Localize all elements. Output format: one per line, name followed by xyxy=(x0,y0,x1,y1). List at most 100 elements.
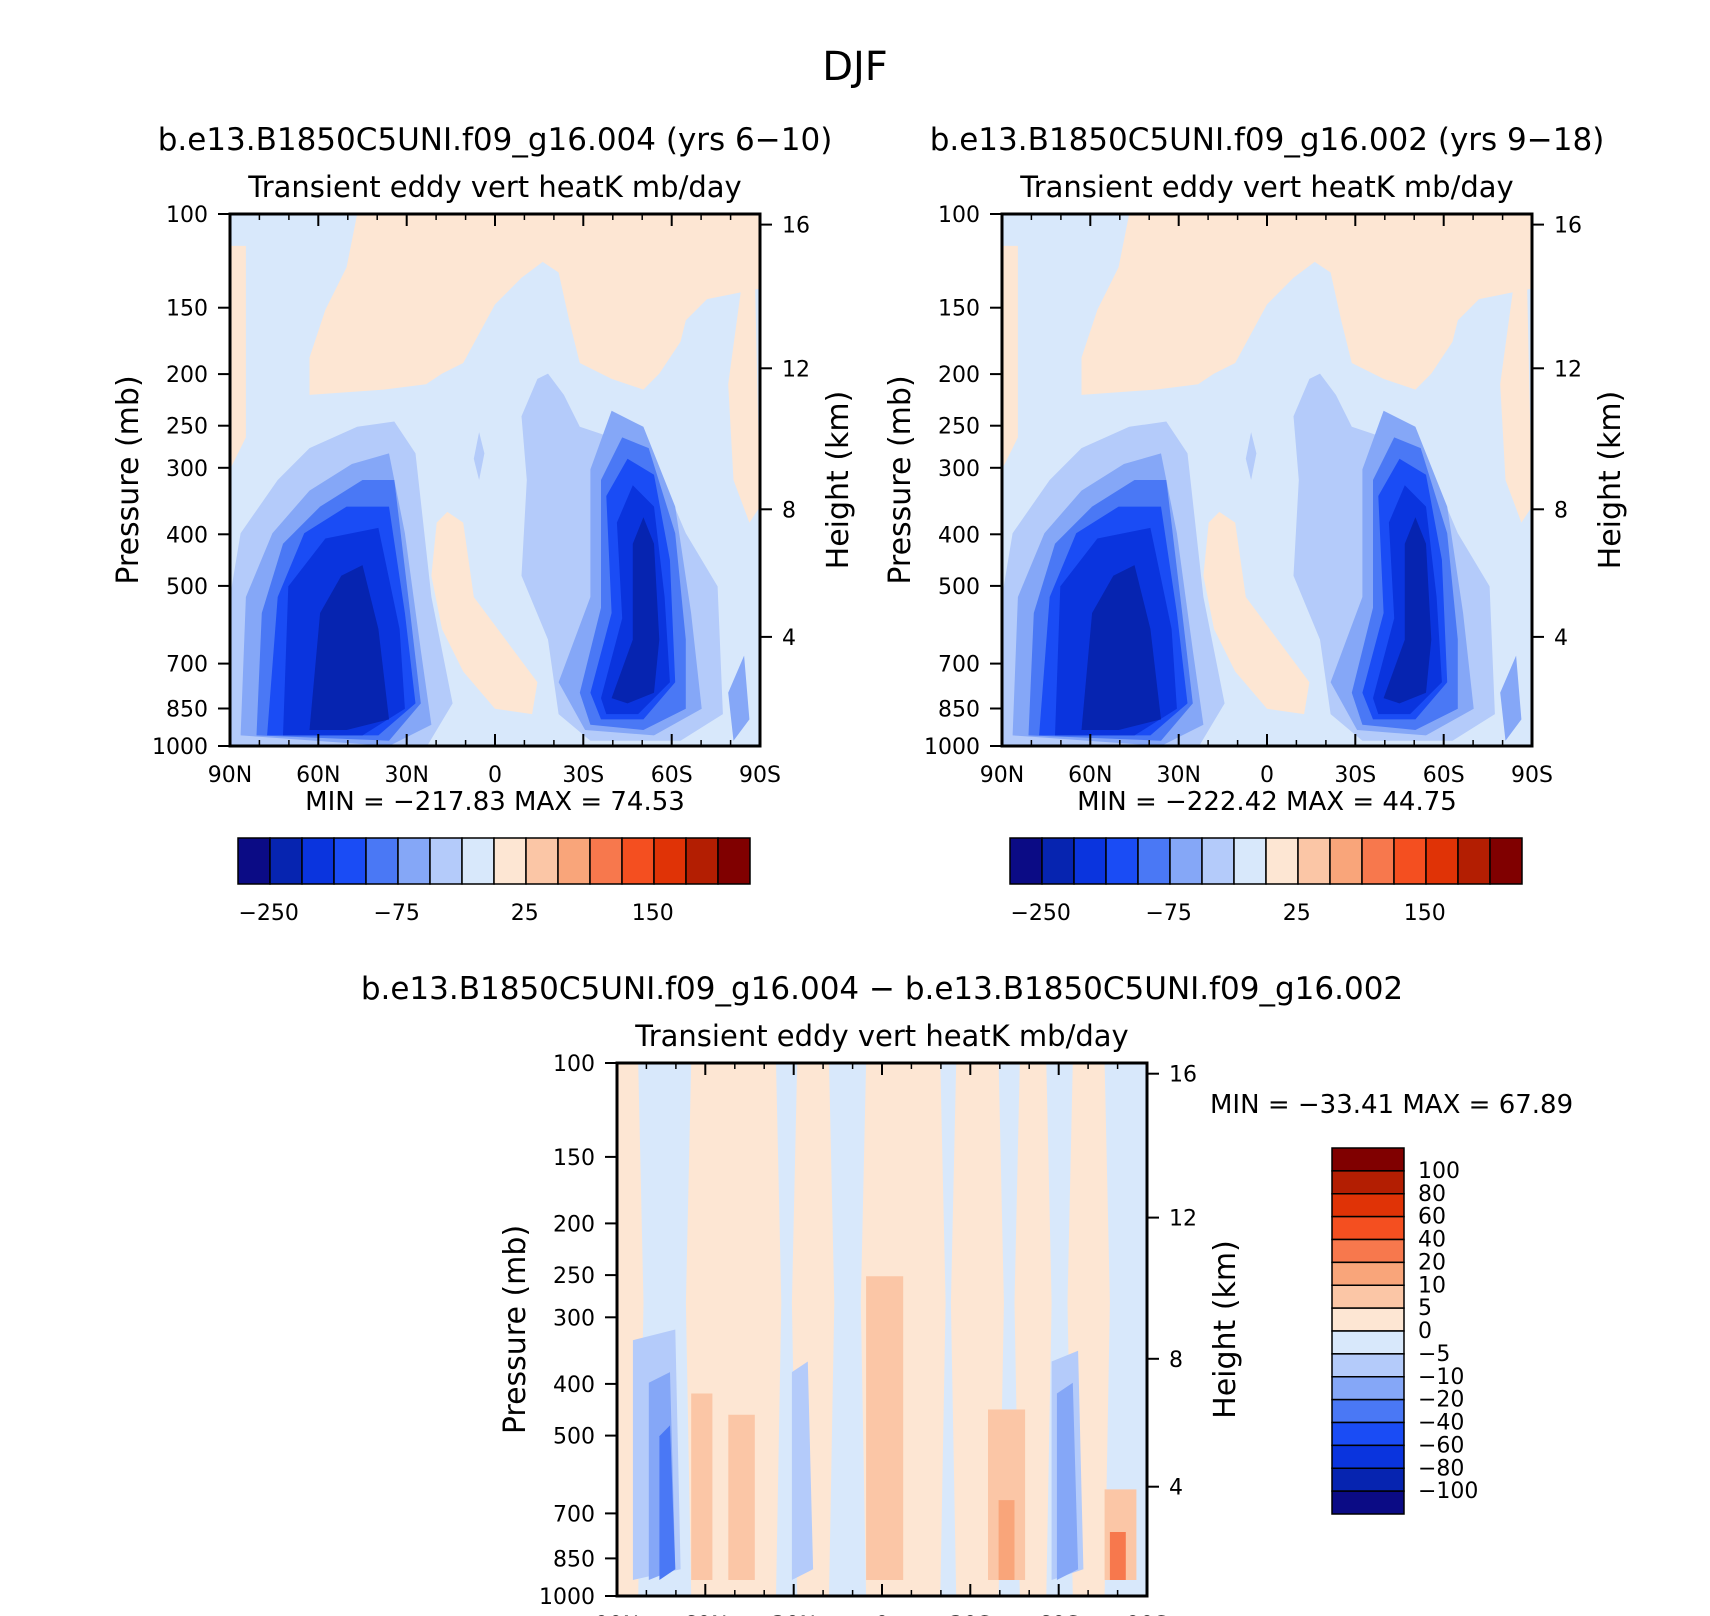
y-tick-label: 850 xyxy=(553,1547,595,1572)
height-tick-label: 8 xyxy=(1169,1348,1183,1373)
x-tick-label: 60S xyxy=(1423,763,1465,788)
colorbar-swatch xyxy=(1331,1284,1405,1309)
colorbar-swatch xyxy=(1329,837,1363,885)
y-axis-title: Pressure (mb) xyxy=(883,375,918,584)
contour-right-edge-positive xyxy=(728,267,760,523)
colorbar-label: −250 xyxy=(239,901,299,926)
y-axis-title-right: Height (km) xyxy=(1208,1240,1243,1419)
contour-upper-positive xyxy=(1081,214,1532,395)
colorbar-label: 100 xyxy=(1418,1159,1460,1184)
x-tick-label: 60N xyxy=(1068,763,1112,788)
colorbar-swatch xyxy=(1425,837,1459,885)
colorbar-label: −10 xyxy=(1418,1365,1464,1390)
colorbar-swatch xyxy=(429,837,463,885)
y-tick-label: 850 xyxy=(166,698,208,723)
colorbar-label: −250 xyxy=(1011,901,1071,926)
y-tick-label: 250 xyxy=(938,415,980,440)
colorbar-swatch xyxy=(237,837,271,885)
y-tick-label: 150 xyxy=(553,1146,595,1171)
panel-variable-title: Transient eddy vert heatK mb/day xyxy=(247,170,741,204)
contour-field xyxy=(230,214,760,746)
colorbar-label: −60 xyxy=(1418,1433,1464,1458)
colorbar-swatch xyxy=(1457,837,1491,885)
colorbar-swatch xyxy=(1331,1193,1405,1218)
x-tick-label: 30S xyxy=(949,1613,991,1616)
colorbar-label: 5 xyxy=(1418,1296,1432,1321)
height-tick-label: 8 xyxy=(1554,498,1568,523)
y-tick-label: 150 xyxy=(166,297,208,322)
contour-diff-negative-6 xyxy=(791,1361,814,1580)
panel-case-title: b.e13.B1850C5UNI.f09_g16.004 (yrs 6−10) xyxy=(158,122,833,158)
contour-upper-positive xyxy=(309,214,760,395)
panel-case-title: b.e13.B1850C5UNI.f09_g16.002 (yrs 9−18) xyxy=(930,122,1605,158)
x-tick-label: 0 xyxy=(488,763,502,788)
min-max-label: MIN = −33.41 MAX = 67.89 xyxy=(1210,1090,1573,1120)
x-tick-label: 30S xyxy=(1334,763,1376,788)
panel-p2: b.e13.B1850C5UNI.f09_g16.002 (yrs 9−18) T… xyxy=(883,122,1628,926)
height-tick-label: 8 xyxy=(782,498,796,523)
height-tick-label: 12 xyxy=(1169,1207,1197,1232)
colorbar-swatch xyxy=(397,837,431,885)
colorbar-swatch xyxy=(525,837,559,885)
min-max-label: MIN = −222.42 MAX = 44.75 xyxy=(1077,787,1457,817)
height-tick-label: 16 xyxy=(782,214,810,239)
colorbar-swatch xyxy=(1009,837,1043,885)
panel-case-title: b.e13.B1850C5UNI.f09_g16.004 − b.e13.B18… xyxy=(361,971,1403,1007)
colorbar-label: 25 xyxy=(1283,901,1311,926)
colorbar-label: 80 xyxy=(1418,1182,1446,1207)
colorbar-label: −5 xyxy=(1418,1342,1450,1367)
colorbar-swatch xyxy=(1331,1421,1405,1447)
colorbar-swatch xyxy=(1361,837,1395,885)
colorbar-swatch xyxy=(1233,837,1267,885)
contour-field xyxy=(1002,214,1532,746)
colorbar-label: −40 xyxy=(1418,1411,1464,1436)
x-tick-label: 60S xyxy=(1038,1613,1080,1616)
colorbar-label: −75 xyxy=(374,901,420,926)
y-tick-label: 1000 xyxy=(539,1585,595,1610)
height-tick-label: 4 xyxy=(782,626,796,651)
colorbar-swatch xyxy=(1331,1353,1405,1378)
colorbar-swatch xyxy=(1331,1147,1405,1172)
contour-nh-eddy-6 xyxy=(1081,565,1161,730)
colorbar-swatch xyxy=(1297,837,1331,885)
colorbar-swatch xyxy=(621,837,655,885)
height-tick-label: 12 xyxy=(782,357,810,382)
height-tick-label: 16 xyxy=(1554,214,1582,239)
colorbar-swatch xyxy=(365,837,399,885)
y-tick-label: 400 xyxy=(553,1373,595,1398)
colorbar-label: 20 xyxy=(1418,1250,1446,1275)
contour-small-negative xyxy=(1245,432,1257,480)
y-tick-label: 150 xyxy=(938,297,980,322)
colorbar-swatch xyxy=(1489,837,1523,885)
y-tick-label: 200 xyxy=(166,363,208,388)
colorbar-swatch xyxy=(333,837,367,885)
contour-right-edge-positive xyxy=(1500,267,1532,523)
contour-diff-positive-4 xyxy=(998,1500,1015,1580)
contour-field xyxy=(617,1063,1147,1596)
colorbar-swatch xyxy=(1137,837,1171,885)
y-tick-label: 300 xyxy=(553,1306,595,1331)
colorbar-swatch xyxy=(1105,837,1139,885)
colorbar-label: 25 xyxy=(511,901,539,926)
contour-tropical-positive xyxy=(1203,511,1310,715)
x-tick-label: 60S xyxy=(651,763,693,788)
contour-polar-positive xyxy=(1002,245,1018,470)
colorbar-label: 0 xyxy=(1418,1319,1432,1344)
colorbar-swatch xyxy=(685,837,719,885)
colorbar-swatch xyxy=(717,837,751,885)
colorbar-label: 60 xyxy=(1418,1205,1446,1230)
y-tick-label: 100 xyxy=(166,203,208,228)
y-axis-title: Pressure (mb) xyxy=(111,375,146,584)
contour-edge-negative xyxy=(1500,655,1522,741)
colorbar-swatch xyxy=(1265,837,1299,885)
y-tick-label: 200 xyxy=(553,1212,595,1237)
figure-title: DJF xyxy=(822,44,888,90)
contour-diff-positive-2 xyxy=(728,1414,755,1580)
contour-diff-positive-1 xyxy=(691,1393,713,1580)
colorbar-label: 150 xyxy=(1404,901,1446,926)
colorbar-label: −80 xyxy=(1418,1456,1464,1481)
x-tick-label: 90N xyxy=(595,1613,639,1616)
colorbar-swatch xyxy=(1331,1170,1405,1195)
y-tick-label: 400 xyxy=(938,523,980,548)
x-tick-label: 60N xyxy=(296,763,340,788)
